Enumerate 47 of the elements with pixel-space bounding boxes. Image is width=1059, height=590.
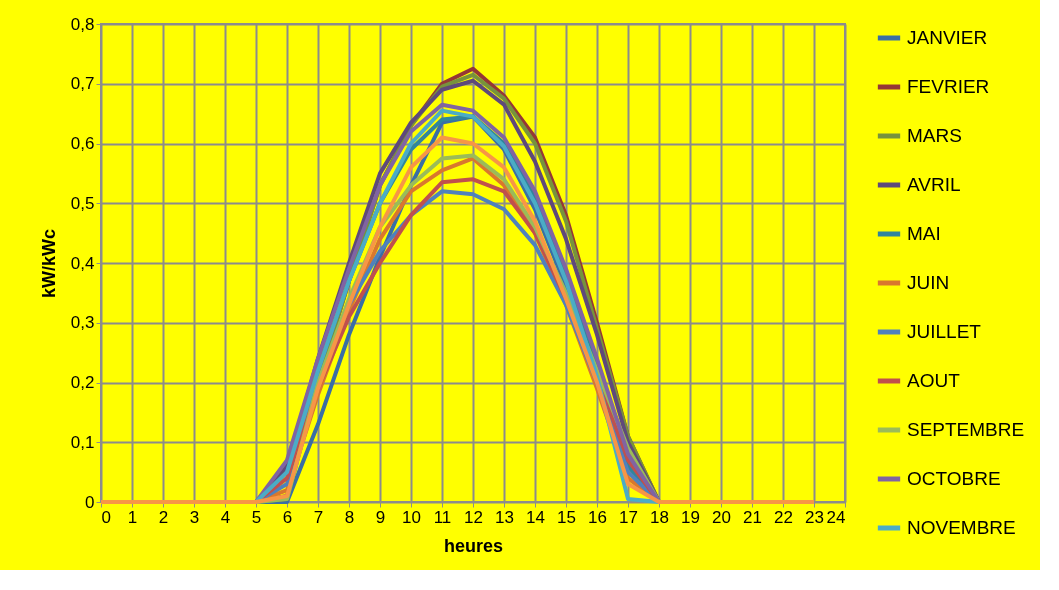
y-tick-label: 0	[85, 492, 95, 512]
legend-label: AVRIL	[907, 174, 961, 195]
legend-label: MARS	[907, 125, 962, 146]
x-tick-label: 1	[127, 507, 138, 527]
y-tick-label: 0,2	[70, 373, 95, 392]
x-tick-label: 0	[101, 507, 111, 527]
x-tick-label: 7	[313, 507, 324, 527]
legend-label: NOVEMBRE	[907, 517, 1016, 538]
x-tick-label: 10	[402, 507, 421, 527]
x-tick-label: 21	[743, 507, 762, 527]
x-tick-label: 17	[619, 507, 638, 527]
x-tick-label: 6	[282, 507, 293, 527]
x-tick-label: 12	[464, 507, 483, 527]
x-tick-label: 13	[495, 507, 514, 527]
legend-label: JANVIER	[907, 27, 988, 48]
y-tick-label: 0,3	[70, 313, 95, 333]
legend-label: JUIN	[907, 272, 950, 293]
x-tick-label: 24	[826, 507, 846, 527]
y-tick-label: 0,5	[70, 193, 95, 213]
legend-label: AOUT	[907, 370, 961, 391]
x-tick-label: 8	[344, 507, 355, 527]
x-tick-label: 19	[681, 507, 700, 527]
x-tick-label: 20	[712, 507, 731, 527]
x-tick-label: 14	[526, 507, 545, 527]
x-tick-label: 23	[805, 507, 824, 527]
legend-label: JUILLET	[907, 321, 982, 342]
x-tick-label: 3	[189, 507, 200, 527]
legend-label: MAI	[907, 223, 941, 244]
x-tick-label: 4	[220, 507, 231, 527]
y-tick-label: 0,6	[70, 134, 95, 153]
x-tick-label: 9	[375, 507, 386, 527]
x-tick-label: 22	[774, 507, 793, 527]
legend-label: SEPTEMBRE	[907, 419, 1025, 440]
y-tick-label: 0,1	[70, 432, 95, 452]
x-tick-label: 15	[557, 507, 576, 527]
y-axis-title: kW/kWc	[38, 228, 59, 299]
x-tick-label: 18	[650, 507, 669, 527]
legend-label: OCTOBRE	[907, 468, 1001, 489]
x-tick-label: 5	[251, 507, 262, 527]
y-tick-label: 0,8	[70, 14, 95, 34]
x-tick-label: 2	[158, 507, 169, 527]
legend-label: FEVRIER	[907, 76, 990, 97]
x-tick-label: 11	[433, 507, 452, 527]
x-axis-title: heures	[443, 535, 504, 556]
y-tick-label: 0,7	[70, 74, 95, 94]
x-tick-label: 16	[588, 507, 607, 527]
y-tick-label: 0,4	[70, 253, 95, 273]
